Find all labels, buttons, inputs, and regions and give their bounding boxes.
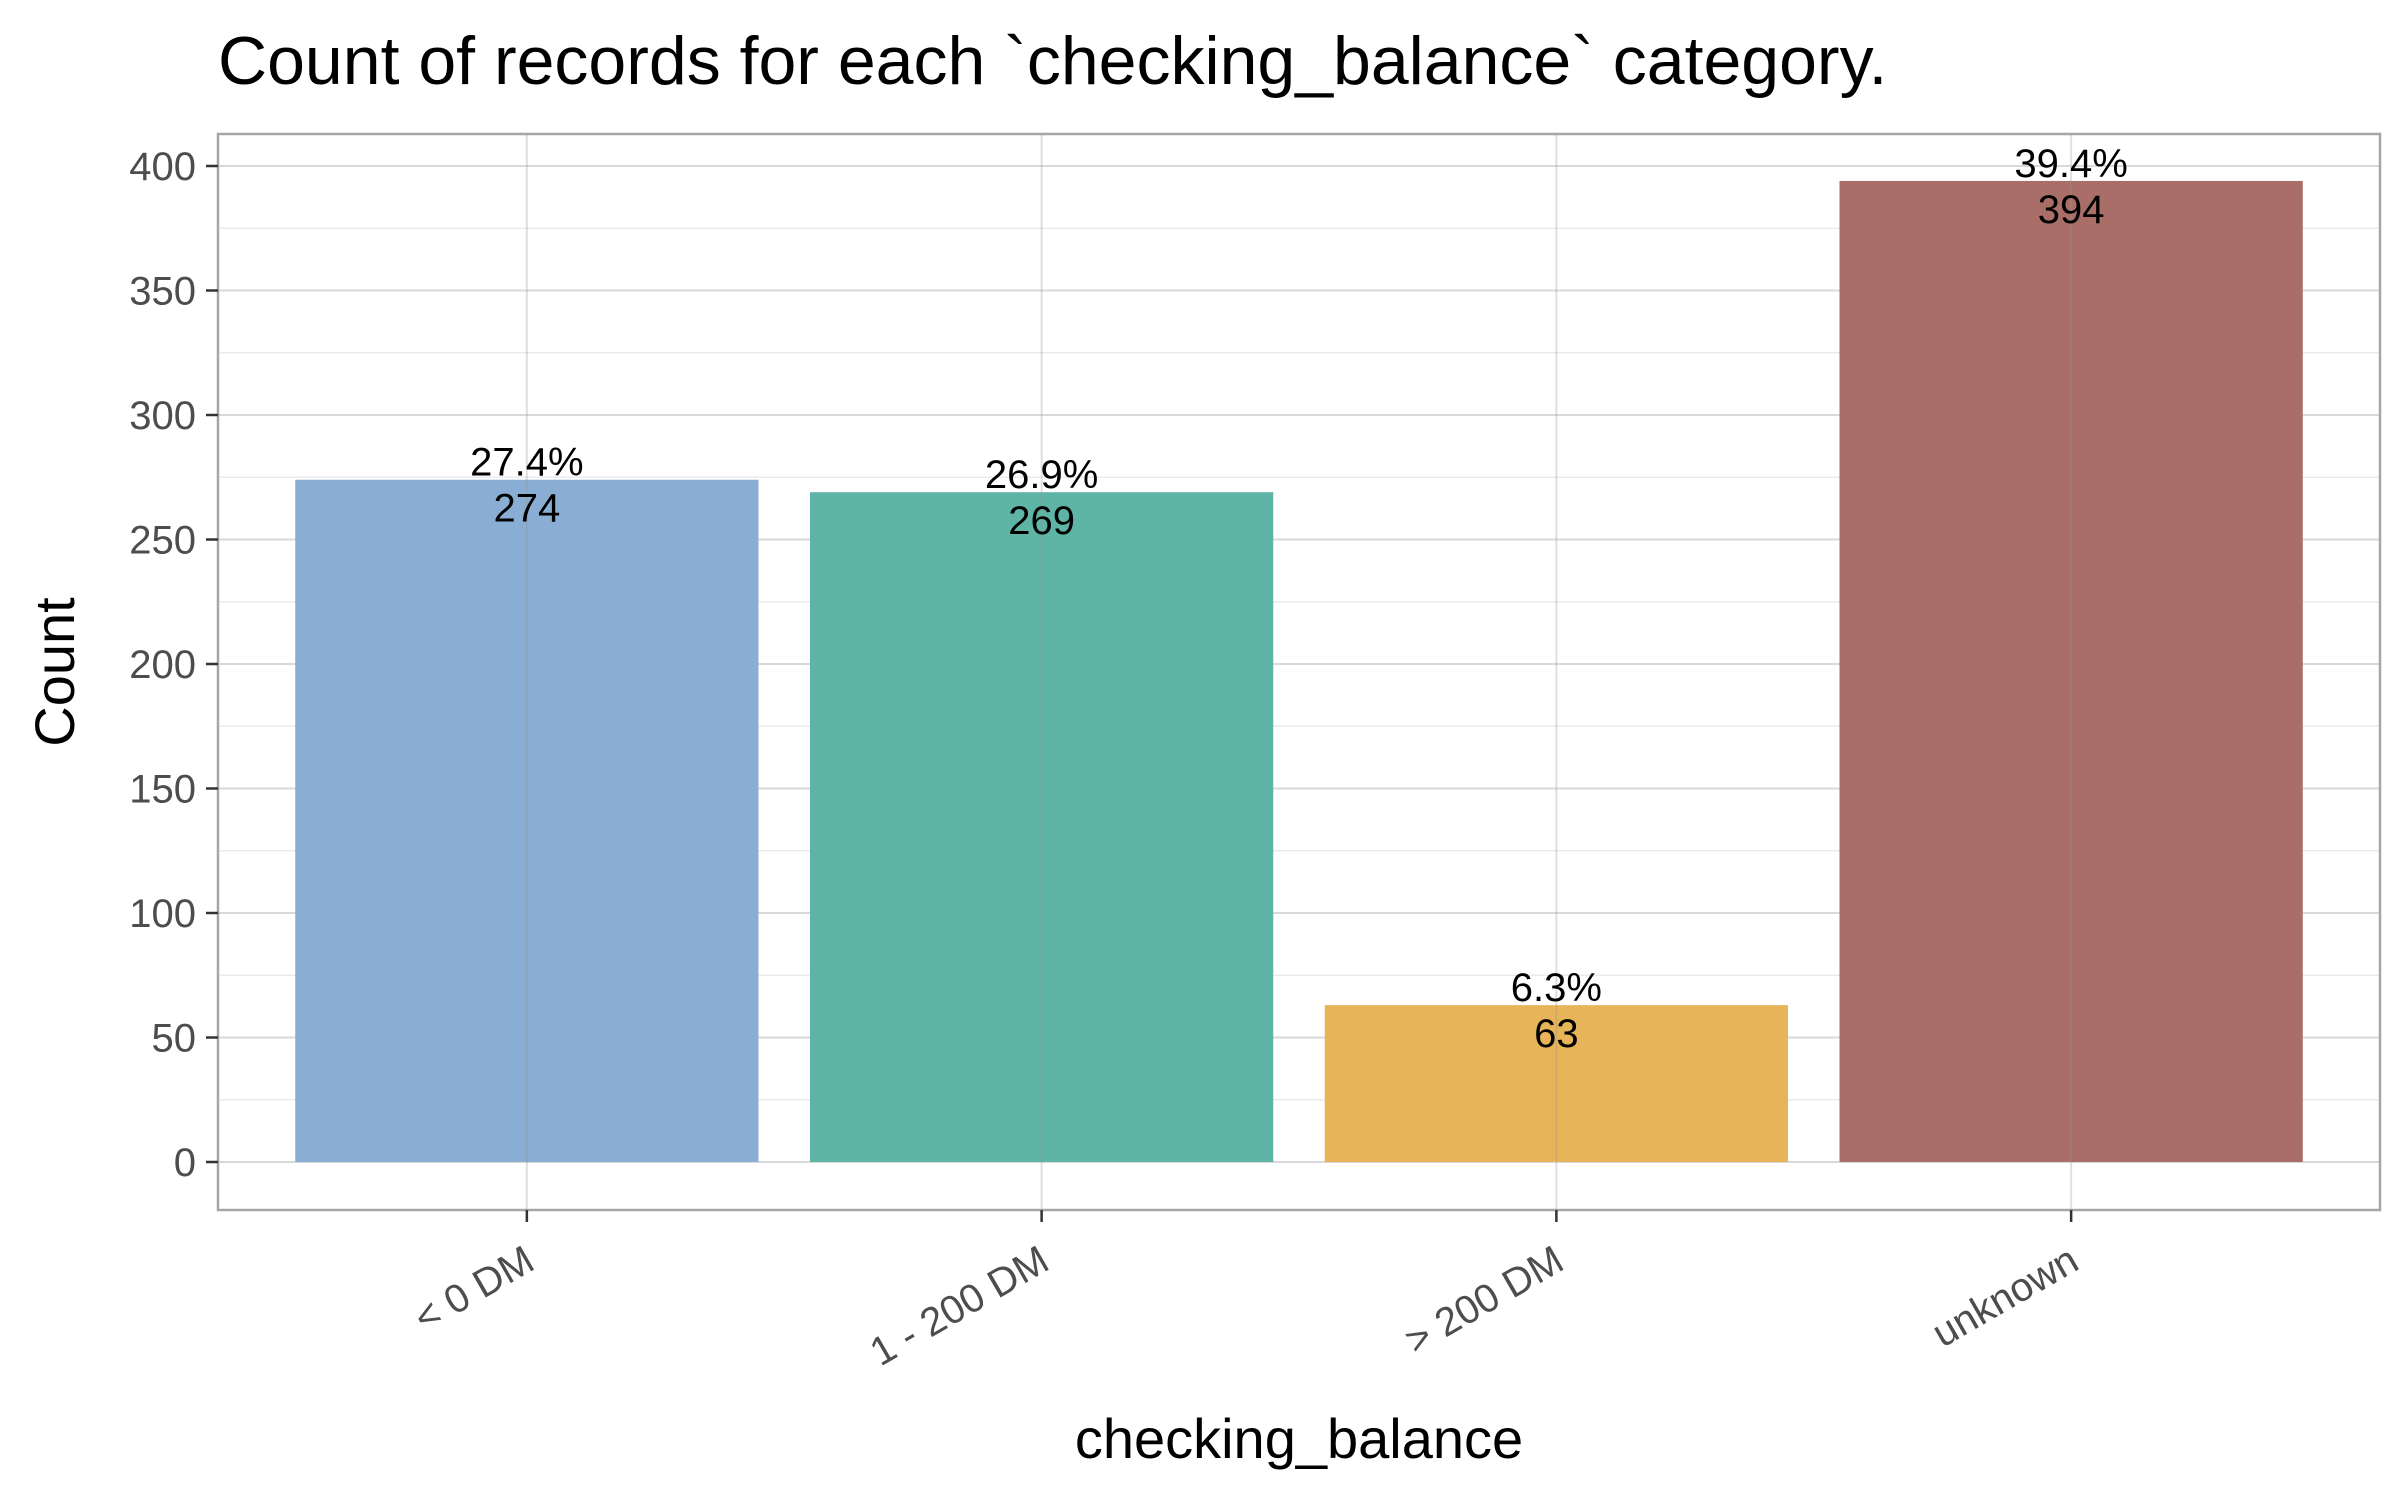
y-tick-label: 0 bbox=[174, 1141, 196, 1185]
y-tick-label: 250 bbox=[129, 519, 196, 563]
y-axis-ticks: 0 50 100 150 200 250 300 350 400 bbox=[129, 145, 218, 1185]
y-tick-label: 200 bbox=[129, 643, 196, 687]
count-label: 274 bbox=[493, 487, 560, 531]
percent-label: 26.9% bbox=[985, 453, 1098, 497]
bar-1 bbox=[809, 492, 1274, 1162]
x-tick-label: 1 - 200 DM bbox=[863, 1238, 1056, 1375]
x-tick-label: > 200 DM bbox=[1398, 1238, 1571, 1363]
y-tick-label: 350 bbox=[129, 270, 196, 314]
bar-0 bbox=[295, 479, 759, 1162]
count-label: 394 bbox=[2038, 188, 2105, 232]
x-tick-label: unknown bbox=[1925, 1238, 2086, 1356]
y-tick-label: 300 bbox=[129, 394, 196, 438]
data-labels: 27.4%274 26.9%269 6.3%63 39.4%394 bbox=[470, 142, 2128, 1056]
percent-label: 27.4% bbox=[470, 441, 583, 485]
bar-3 bbox=[1839, 180, 2303, 1162]
bars bbox=[295, 180, 2303, 1162]
x-axis-ticks: < 0 DM 1 - 200 DM > 200 DM unknown bbox=[407, 1210, 2086, 1375]
x-tick-label: < 0 DM bbox=[407, 1238, 542, 1341]
chart-title: Count of records for each `checking_bala… bbox=[218, 23, 1887, 99]
count-label: 269 bbox=[1008, 499, 1075, 543]
y-tick-label: 100 bbox=[129, 892, 196, 936]
plot-panel-border bbox=[216, 132, 2382, 1212]
percent-label: 39.4% bbox=[2014, 142, 2127, 186]
y-tick-label: 150 bbox=[129, 768, 196, 812]
bar-2 bbox=[1324, 1005, 1789, 1162]
y-tick-label: 400 bbox=[129, 145, 196, 189]
y-axis-title: Count bbox=[23, 597, 86, 747]
x-axis-title: checking_balance bbox=[1075, 1407, 1523, 1470]
y-tick-label: 50 bbox=[152, 1017, 197, 1061]
count-label: 63 bbox=[1534, 1012, 1579, 1056]
percent-label: 6.3% bbox=[1511, 966, 1602, 1010]
x-grid bbox=[525, 134, 2073, 1210]
